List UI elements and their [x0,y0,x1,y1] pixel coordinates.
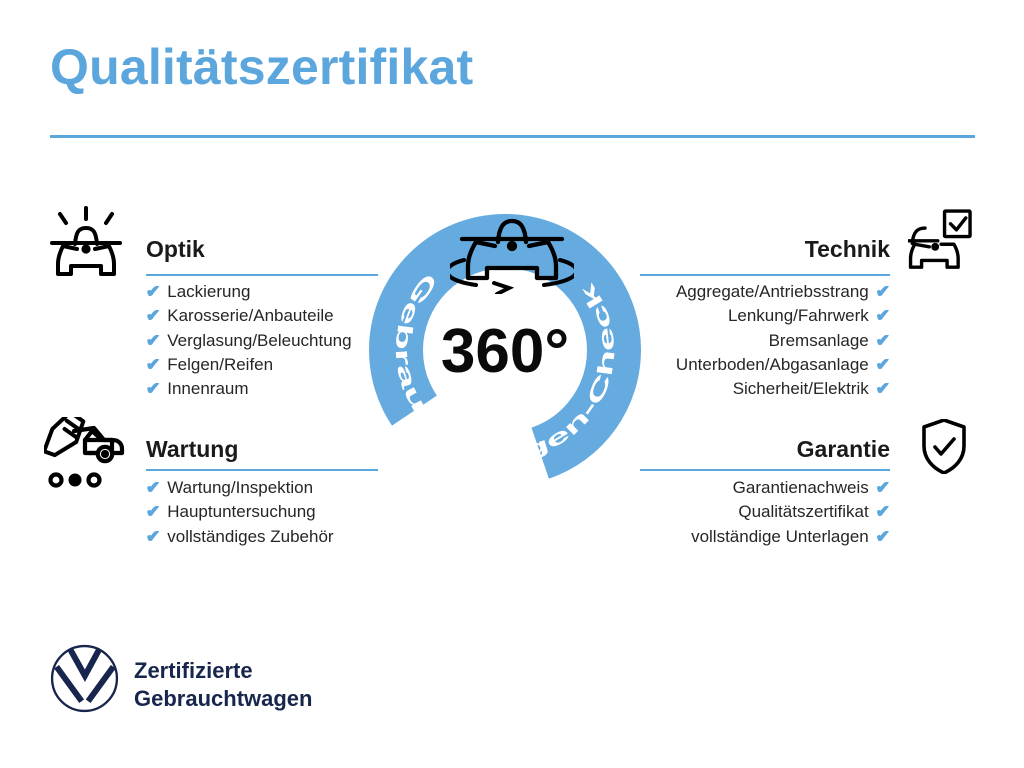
svg-text:360°: 360° [441,317,569,386]
